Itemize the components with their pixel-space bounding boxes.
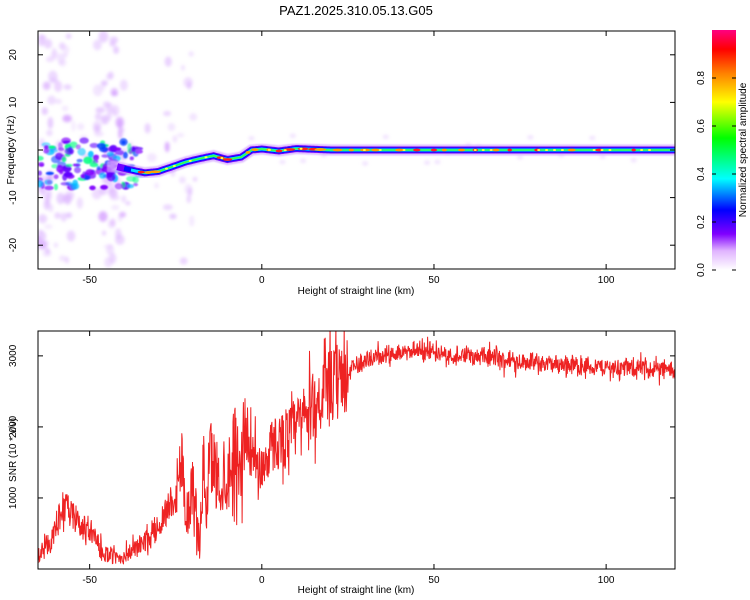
- spectrogram-xtick-label: 100: [598, 275, 615, 286]
- colorbar-ticks: 0.0 0.2 0.4 0.6 0.8: [696, 71, 736, 277]
- snr-frame: [37, 330, 676, 570]
- spectrogram-ytick-label: -20: [8, 238, 19, 253]
- colorbar-label: Normalized spectral amplitude: [738, 82, 749, 217]
- spectrogram-ytick-label: 0: [8, 147, 19, 153]
- snr-y-label: SNR (10 * v/v): [8, 418, 19, 482]
- spectrogram-xtick-label: -50: [82, 275, 97, 286]
- colorbar-tick-label: 0.4: [696, 167, 707, 181]
- spectrogram-hotspots: [137, 147, 652, 174]
- snr-series-line: [38, 331, 675, 565]
- snr-xtick-label: 100: [598, 575, 615, 586]
- snr-panel: -50 0 50 100 1000 2000 3000 Height of straigh…: [8, 330, 676, 596]
- colorbar-tick-label: 0.0: [696, 263, 707, 277]
- spectrogram-ytick-label: 10: [8, 96, 19, 108]
- colorbar-tick-label: 0.6: [696, 119, 707, 133]
- snr-ytick-label: 1000: [8, 486, 19, 509]
- figure-title: PAZ1.2025.310.05.13.G05: [279, 3, 433, 18]
- spectrogram-y-ticks: -20 -10 0 10 20: [8, 49, 675, 253]
- spectrogram-panel: -50 0 50 100 -20 -10 0 10 20 Height of straight…: [6, 30, 676, 297]
- snr-xtick-label: 0: [259, 575, 265, 586]
- snr-x-label: Height of straight line (km): [298, 585, 415, 596]
- spectrogram-xtick-label: 0: [259, 275, 265, 286]
- snr-xtick-label: -50: [82, 575, 97, 586]
- colorbar-tick-label: 0.8: [696, 71, 707, 85]
- spectrogram-ytick-label: -10: [8, 190, 19, 205]
- colorbar: 0.0 0.2 0.4 0.6 0.8 Normalized spectral ampl…: [696, 30, 749, 277]
- colorbar-tick-label: 0.2: [696, 215, 707, 229]
- spectrogram-x-label: Height of straight line (km): [298, 286, 415, 297]
- snr-xtick-label: 50: [428, 575, 440, 586]
- snr-ytick-label: 2000: [8, 415, 19, 438]
- spectrogram-x-ticks: -50 0 50 100: [82, 31, 615, 286]
- snr-y-ticks: 1000 2000 3000: [8, 344, 675, 509]
- colorbar-gradient: [712, 30, 736, 270]
- snr-ytick-label: 3000: [8, 344, 19, 367]
- snr-x-ticks: -50 0 50 100: [82, 331, 615, 586]
- spectrogram-image: [38, 31, 675, 268]
- spectrogram-band: [106, 143, 675, 179]
- spectrogram-ytick-label: 20: [8, 49, 19, 61]
- spectrogram-y-label: Frequency (Hz): [6, 116, 17, 185]
- spectrogram-xtick-label: 50: [428, 275, 440, 286]
